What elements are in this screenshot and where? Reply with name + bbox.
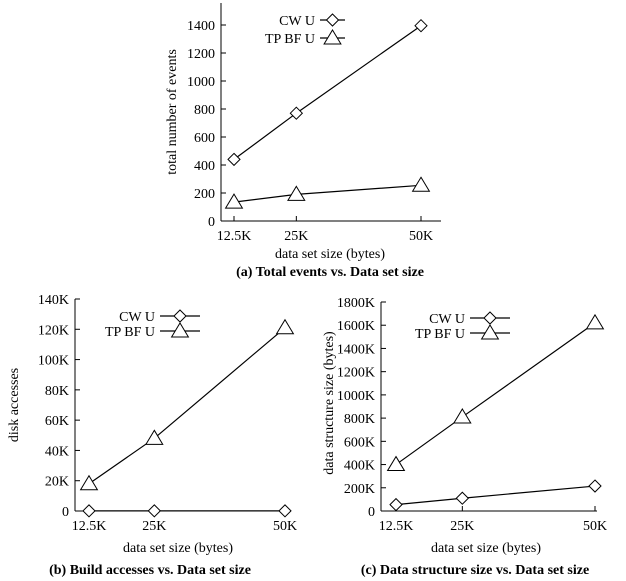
cc-y-tick-label: 200K xyxy=(344,482,375,497)
ca-diamond-marker xyxy=(414,18,428,33)
chart-c-y-axis-label: data structure size (bytes) xyxy=(322,331,337,475)
ca-y-tick-label: 1200 xyxy=(187,47,215,62)
chart-a: 0 200 400 600 800 1000 1200 1400 12.5K 25K 50K CW… xyxy=(165,3,441,280)
cc-y-tick-label: 1000K xyxy=(337,389,375,404)
cb-legend-label: TP BF U xyxy=(105,325,155,340)
cb-triangle-marker xyxy=(275,318,295,335)
cc-diamond-marker xyxy=(588,479,602,493)
chart-b-y-axis-label: disk accesses xyxy=(7,368,22,442)
cc-y-tick-label: 1200K xyxy=(337,366,375,381)
cb-legend-label: CW U xyxy=(119,310,155,325)
cc-triangle-marker xyxy=(453,407,472,424)
ca-legend-diamond-marker xyxy=(325,13,340,27)
chart-c-caption: (c) Data structure size vs. Data set siz… xyxy=(361,563,589,578)
ca-y-tick-label: 600 xyxy=(194,131,215,146)
ca-diamond-marker xyxy=(227,152,241,167)
ca-triangle-marker xyxy=(287,185,306,201)
cc-y-tick-label: 600K xyxy=(344,435,375,450)
ca-y-tick-label: 0 xyxy=(208,215,215,230)
chart-c-x-axis-label: data set size (bytes) xyxy=(431,541,541,556)
ca-diamond-marker xyxy=(289,106,304,120)
cb-diamond-marker xyxy=(278,504,292,518)
cc-legend-triangle-marker xyxy=(480,324,500,340)
cb-y-tick-label: 0 xyxy=(62,505,69,520)
cc-series-line-1 xyxy=(395,322,596,466)
cb-y-tick-label: 100K xyxy=(38,354,69,369)
cc-legend-label: CW U xyxy=(429,312,465,327)
cc-legend-label: TP BF U xyxy=(415,327,465,342)
cc-triangle-marker xyxy=(386,455,406,472)
cb-y-tick-label: 120K xyxy=(38,323,69,338)
cc-y-tick-label: 800K xyxy=(344,412,375,427)
chart-a-x-axis-label: data set size (bytes) xyxy=(275,247,385,262)
cb-y-tick-label: 80K xyxy=(45,384,69,399)
cb-y-tick-label: 140K xyxy=(38,293,69,308)
cb-triangle-marker xyxy=(79,474,99,491)
cc-diamond-marker xyxy=(389,497,403,512)
cb-diamond-marker xyxy=(147,504,162,518)
ca-y-tick-label: 200 xyxy=(194,187,215,202)
cb-triangle-marker xyxy=(145,429,164,445)
cc-y-tick-label: 1600K xyxy=(337,319,375,334)
cc-y-tick-label: 400K xyxy=(344,459,375,474)
cb-legend-diamond-marker xyxy=(173,309,187,323)
cb-legend-triangle-marker xyxy=(170,322,190,338)
cc-x-tick-label: 25K xyxy=(450,519,474,534)
cb-y-tick-label: 40K xyxy=(45,444,69,459)
ca-legend-triangle-marker xyxy=(323,29,342,45)
ca-y-tick-label: 1400 xyxy=(187,19,215,34)
cc-triangle-marker xyxy=(585,313,605,330)
cb-y-tick-label: 20K xyxy=(45,475,69,490)
cb-series-line-1 xyxy=(88,327,286,485)
chart-a-y-axis-label: total number of events xyxy=(165,49,180,175)
cb-x-tick-label: 50K xyxy=(273,519,297,534)
cc-series-line-0 xyxy=(395,485,596,506)
ca-x-tick-label: 25K xyxy=(284,229,308,244)
ca-y-tick-label: 400 xyxy=(194,159,215,174)
chart-b-x-axis-label: data set size (bytes) xyxy=(123,541,233,556)
chart-b-caption: (b) Build accesses vs. Data set size xyxy=(49,563,251,578)
cb-y-tick-label: 60K xyxy=(45,414,69,429)
ca-legend-label: CW U xyxy=(279,14,315,29)
ca-y-tick-label: 1000 xyxy=(187,75,215,90)
cb-x-tick-label: 12.5K xyxy=(72,519,107,534)
ca-y-tick-label: 800 xyxy=(194,103,215,118)
ca-series-line-1 xyxy=(233,184,422,203)
chart-c: 0 200K 400K 600K 800K 1000K 1200K 1400K 1600K 180… xyxy=(322,296,607,578)
cb-x-tick-label: 25K xyxy=(142,519,166,534)
ca-x-tick-label: 12.5K xyxy=(217,229,252,244)
cc-diamond-marker xyxy=(455,491,470,505)
chart-b: 0 20K 40K 60K 80K 100K 120K 140K 12.5K 25K 50K CW… xyxy=(7,293,297,578)
cc-legend-diamond-marker xyxy=(483,311,497,325)
ca-series-line-0 xyxy=(233,25,422,160)
chart-a-caption: (a) Total events vs. Data set size xyxy=(236,265,424,280)
ca-legend-label: TP BF U xyxy=(265,32,315,47)
cc-x-tick-label: 12.5K xyxy=(379,519,414,534)
ca-triangle-marker xyxy=(411,176,431,192)
cc-y-tick-label: 0 xyxy=(368,505,375,520)
cc-y-tick-label: 1400K xyxy=(337,342,375,357)
cb-diamond-marker xyxy=(82,504,96,518)
cc-x-tick-label: 50K xyxy=(583,519,607,534)
ca-triangle-marker xyxy=(224,193,244,209)
cc-y-tick-label: 1800K xyxy=(337,296,375,311)
ca-x-tick-label: 50K xyxy=(409,229,433,244)
